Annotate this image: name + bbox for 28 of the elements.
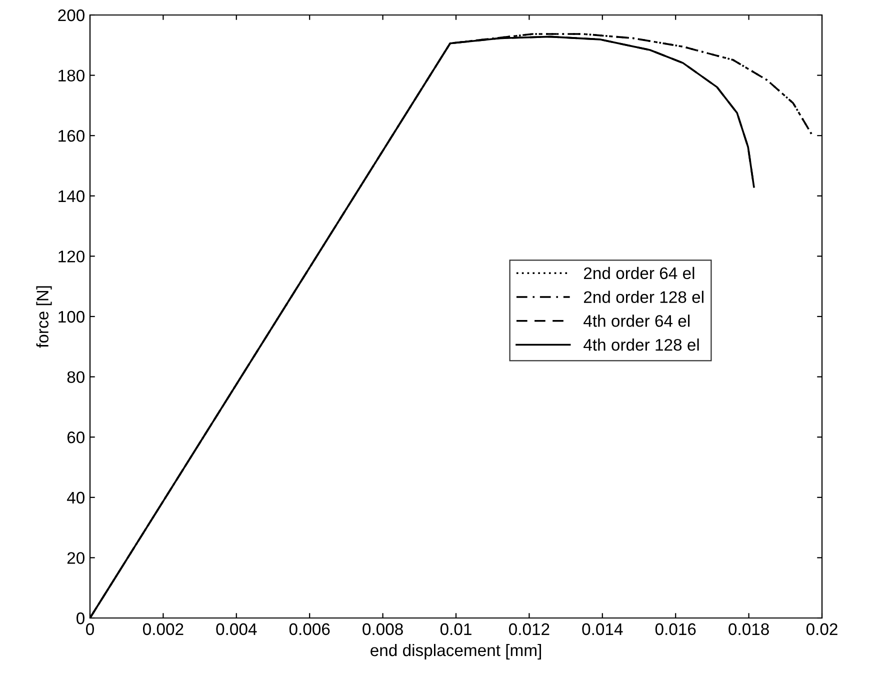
y-tick-label: 100 xyxy=(58,310,84,323)
y-tick-label: 120 xyxy=(58,250,84,262)
x-tick-label: 0.012 xyxy=(509,623,550,636)
x-tick-label: 0 xyxy=(86,623,94,636)
y-tick-label: 60 xyxy=(67,432,84,444)
y-axis-title: force [N] xyxy=(36,286,52,348)
y-tick-label: 80 xyxy=(67,371,84,384)
x-tick-label: 0.008 xyxy=(362,623,403,636)
y-tick-label: 40 xyxy=(66,492,84,504)
x-tick-label: 0.016 xyxy=(655,623,696,636)
x-tick-label: 0.02 xyxy=(806,623,838,636)
x-tick-label: 0.018 xyxy=(728,623,769,636)
y-tick-label: 160 xyxy=(58,130,84,142)
x-axis-title: end displacement [mm] xyxy=(370,644,541,660)
legend-label: 4th order 64 el xyxy=(584,314,690,327)
x-tick-label: 0.014 xyxy=(582,623,623,636)
legend-label: 2nd order 128 el xyxy=(584,290,704,304)
y-tick-label: 180 xyxy=(58,70,84,82)
y-tick-label: 140 xyxy=(58,190,84,202)
y-tick-label: 200 xyxy=(58,9,84,22)
x-tick-label: 0.01 xyxy=(440,623,472,636)
y-tick-label: 20 xyxy=(67,552,84,564)
x-tick-label: 0.002 xyxy=(143,623,184,636)
legend-label: 4th order 128 el xyxy=(584,338,699,351)
x-tick-label: 0.004 xyxy=(216,623,257,636)
x-tick-label: 0.006 xyxy=(289,623,330,636)
y-tick-label: 0 xyxy=(76,612,84,624)
legend-label: 2nd order 64 el xyxy=(584,266,694,280)
